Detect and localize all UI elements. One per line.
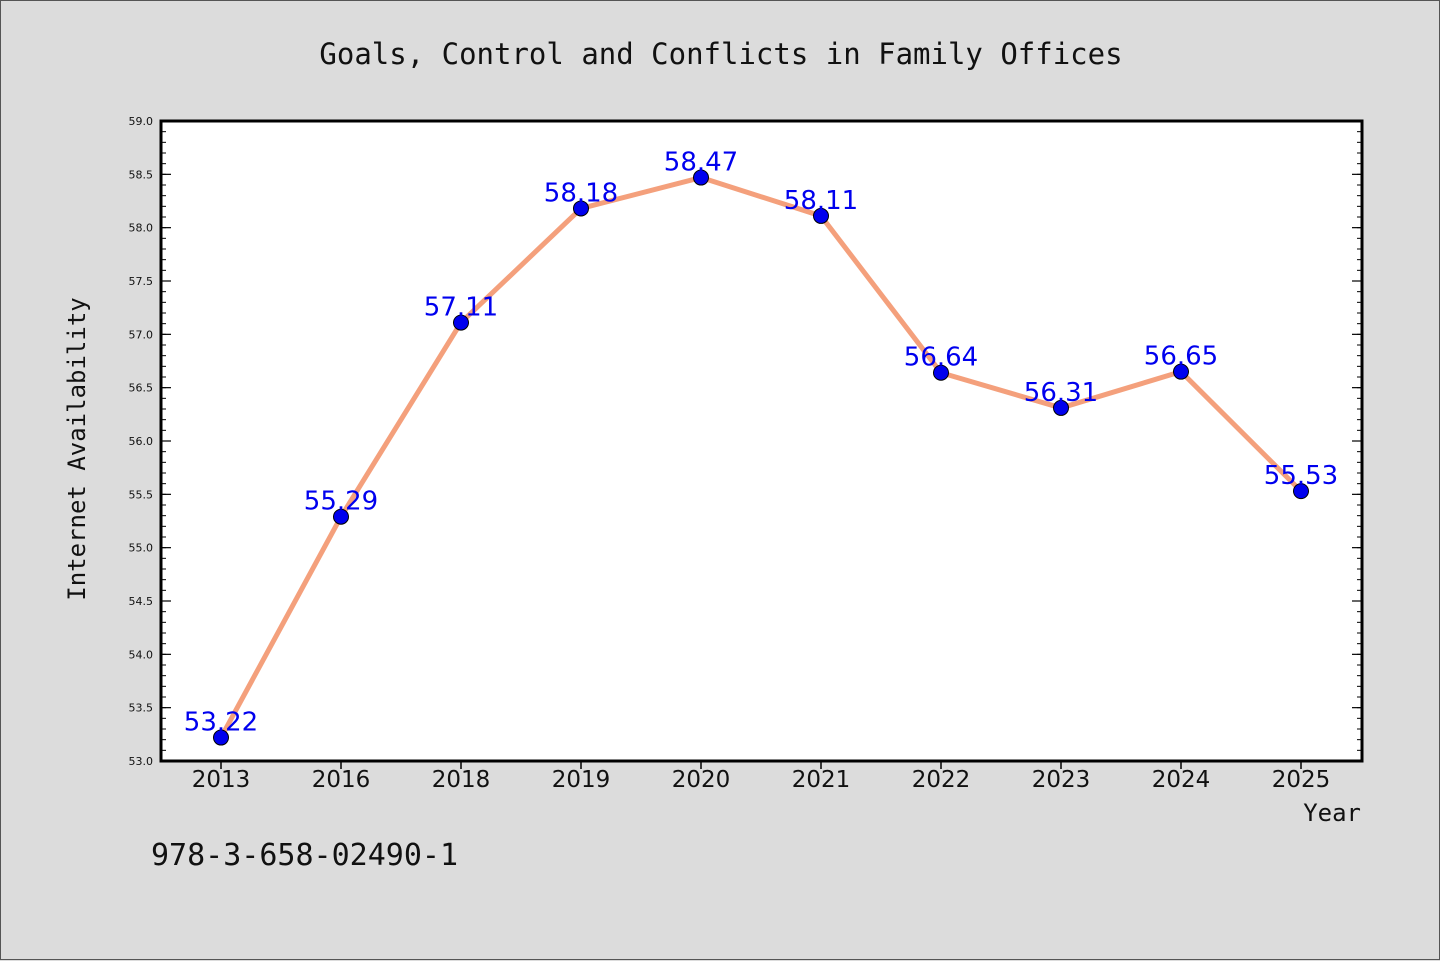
x-tick-label: 2020 [672, 767, 731, 793]
data-point [813, 207, 829, 224]
data-point [573, 200, 589, 217]
data-label: 56.64 [904, 343, 978, 373]
x-tick-label: 2013 [192, 767, 251, 793]
x-axis-ticks: 2013 2016 2018 2019 2020 2021 2022 2023 2024 2025 [192, 761, 1331, 793]
x-tick-label: 2016 [312, 767, 371, 793]
y-tick-label: 56.0 [129, 435, 154, 448]
y-tick-label: 58.5 [129, 168, 154, 181]
x-tick-label: 2024 [1152, 767, 1211, 793]
y-tick-label: 53.0 [129, 755, 154, 768]
y-tick-label: 54.0 [129, 648, 154, 661]
data-point [453, 314, 469, 331]
plot-area [161, 121, 1362, 761]
isbn-annotation: 978-3-658-02490-1 [151, 838, 458, 873]
series-markers [213, 169, 1309, 746]
data-labels: 53.22 55.29 57.11 58.18 58.47 58.11 56.64 56.31… [184, 148, 1338, 738]
data-point [333, 508, 349, 525]
data-point [933, 364, 949, 381]
data-label: 55.29 [304, 487, 378, 517]
data-label: 57.11 [424, 293, 498, 323]
data-label: 58.47 [664, 148, 738, 178]
y-tick-label: 57.5 [129, 275, 154, 288]
data-label: 58.18 [544, 178, 618, 208]
x-tick-label: 2018 [432, 767, 491, 793]
y-tick-label: 56.5 [129, 382, 154, 395]
x-tick-label: 2019 [552, 767, 611, 793]
y-tick-label: 58.0 [129, 222, 154, 235]
data-point [1053, 399, 1069, 416]
x-tick-label: 2022 [912, 767, 971, 793]
series-line [218, 175, 1303, 739]
data-point [213, 729, 229, 746]
data-label: 53.22 [184, 708, 258, 738]
y-tick-label: 55.5 [129, 488, 154, 501]
x-tick-label: 2025 [1272, 767, 1331, 793]
data-point [1293, 483, 1309, 500]
y-tick-label: 54.5 [129, 595, 154, 608]
x-tick-label: 2021 [792, 767, 851, 793]
plot-border [159, 119, 1364, 763]
chart-title: Goals, Control and Conflicts in Family O… [319, 37, 1122, 71]
x-tick-label: 2023 [1032, 767, 1091, 793]
y-tick-label: 55.0 [129, 542, 154, 555]
x-axis-label: Year [1303, 799, 1361, 827]
y-axis-label: Internet Availability [63, 297, 91, 600]
data-point [1173, 363, 1189, 380]
y-tick-label: 53.5 [129, 702, 154, 715]
data-label: 56.65 [1144, 342, 1218, 372]
y-tick-label: 57.0 [129, 328, 154, 341]
y-tick-label: 59.0 [129, 115, 154, 128]
data-label: 58.11 [784, 186, 858, 216]
data-point [693, 169, 709, 186]
data-label: 55.53 [1264, 461, 1338, 491]
data-label: 56.31 [1024, 378, 1098, 408]
